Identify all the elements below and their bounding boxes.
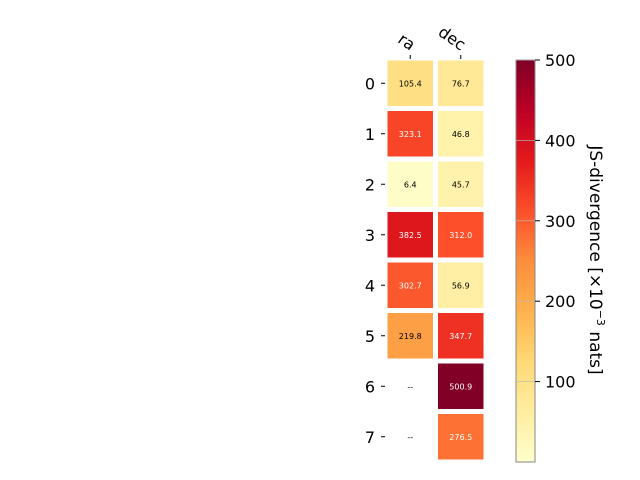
cell-value-label: 45.7 bbox=[452, 180, 470, 189]
heatmap-cell bbox=[387, 161, 433, 207]
colorbar: 100 200 300 400 500 JS-divergence [×10−3 nat… bbox=[515, 51, 607, 463]
row-label: 1 bbox=[365, 125, 375, 144]
cell-value-label: 46.8 bbox=[452, 130, 470, 139]
row-label: 0 bbox=[365, 74, 375, 93]
cell-value-label: 219.8 bbox=[399, 332, 422, 341]
heatmap-cell bbox=[438, 161, 484, 207]
heatmap-cell bbox=[438, 313, 484, 359]
cell-value-label: 6.4 bbox=[404, 180, 417, 189]
colorbar-label-prefix: JS-divergence [×10 bbox=[585, 144, 605, 309]
heatmap-cell bbox=[438, 60, 484, 106]
cell-value-label: 382.5 bbox=[399, 231, 422, 240]
column-label: ra bbox=[395, 29, 419, 54]
heatmap-cell bbox=[387, 111, 433, 157]
heatmap-cell bbox=[438, 414, 484, 460]
colorbar-ticks: 100 200 300 400 500 bbox=[516, 51, 576, 392]
column-labels: ra dec bbox=[395, 22, 469, 59]
cell-value-label: 56.9 bbox=[452, 281, 470, 290]
heatmap-cell bbox=[387, 60, 433, 106]
colorbar-label-exponent: −3 bbox=[594, 310, 607, 326]
colorbar-gradient bbox=[515, 59, 536, 463]
cell-value-label: -- bbox=[407, 382, 413, 391]
colorbar-tick-label: 200 bbox=[545, 292, 576, 311]
colorbar-tick-label: 400 bbox=[545, 131, 576, 150]
heatmap-cell bbox=[387, 212, 433, 258]
colorbar-label-suffix: nats] bbox=[585, 326, 605, 375]
cell-value-label: 105.4 bbox=[399, 79, 422, 88]
cell-value-label: 500.9 bbox=[449, 382, 472, 391]
row-label: 5 bbox=[365, 327, 375, 346]
heatmap-cell bbox=[438, 111, 484, 157]
cell-value-label: 312.0 bbox=[449, 231, 472, 240]
heatmap-cell bbox=[387, 262, 433, 308]
colorbar-tick-label: 100 bbox=[545, 373, 576, 392]
heatmap-grid: 105.4 76.7 323.1 46.8 6.4 45.7 382.5 312.0 302.7… bbox=[387, 60, 484, 460]
cell-value-label: 276.5 bbox=[449, 433, 472, 442]
row-label: 6 bbox=[365, 377, 375, 396]
heatmap-cell bbox=[438, 262, 484, 308]
colorbar-tick-label: 300 bbox=[545, 212, 576, 231]
heatmap-cell bbox=[438, 212, 484, 258]
cell-value-label: 302.7 bbox=[399, 281, 422, 290]
colorbar-label: JS-divergence [×10−3 nats] bbox=[585, 144, 607, 374]
cell-value-label: 76.7 bbox=[452, 79, 470, 88]
colorbar-tick-label: 500 bbox=[545, 51, 576, 70]
row-label: 4 bbox=[365, 276, 375, 295]
heatmap-cell bbox=[438, 363, 484, 409]
heatmap-cell bbox=[387, 313, 433, 359]
cell-value-label: -- bbox=[407, 433, 413, 442]
cell-value-label: 347.7 bbox=[449, 332, 472, 341]
column-label: dec bbox=[435, 22, 469, 54]
row-label: 2 bbox=[365, 175, 375, 194]
row-labels: 0 1 2 3 4 5 6 7 bbox=[365, 74, 385, 447]
cell-value-label: 323.1 bbox=[399, 130, 422, 139]
row-label: 3 bbox=[365, 226, 375, 245]
row-label: 7 bbox=[365, 428, 375, 447]
